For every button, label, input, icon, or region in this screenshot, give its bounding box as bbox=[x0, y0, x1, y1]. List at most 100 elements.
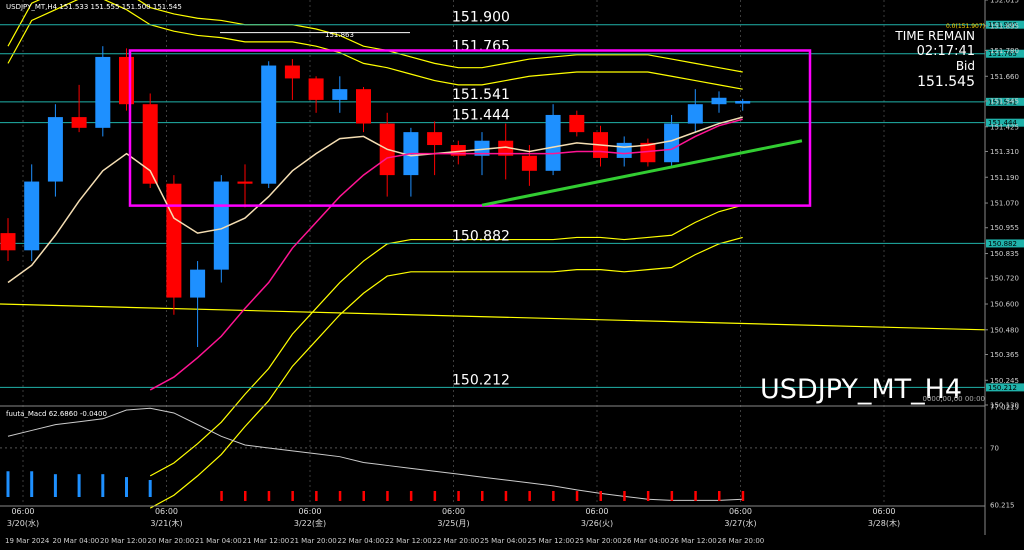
macd-right-label: 0000,00,00 00:00 bbox=[923, 395, 985, 403]
macd-label: fuuta_Macd 62.6860 -0.0400 bbox=[6, 410, 107, 418]
candle-body bbox=[95, 56, 111, 128]
high-mark: 151.863 bbox=[325, 31, 354, 39]
candle-body bbox=[142, 104, 158, 184]
time-tick-label: 25 Mar 12:00 bbox=[528, 537, 575, 545]
time-tick-label: 20 Mar 12:00 bbox=[100, 537, 147, 545]
candle-body bbox=[332, 89, 348, 100]
price-tick-label: 150.365 bbox=[990, 351, 1019, 359]
level-price-box bbox=[986, 49, 1024, 58]
session-time-label: 06:00 bbox=[155, 507, 178, 516]
time-tick-label: 21 Mar 12:00 bbox=[243, 537, 290, 545]
price-tick-label: 151.190 bbox=[990, 174, 1019, 182]
price-tick-label: 150.835 bbox=[990, 250, 1019, 258]
level-price-box bbox=[986, 97, 1024, 106]
candle-body bbox=[521, 155, 537, 171]
session-date-label: 3/20(水) bbox=[7, 518, 39, 528]
level-label: 151.765 bbox=[452, 39, 510, 55]
time-tick-label: 21 Mar 20:00 bbox=[290, 537, 337, 545]
candle-body bbox=[71, 117, 87, 128]
price-tick-label: 151.780 bbox=[990, 47, 1019, 55]
level-label: 151.541 bbox=[452, 87, 510, 103]
candle-body bbox=[190, 269, 206, 298]
level-label: 150.212 bbox=[452, 372, 510, 388]
session-date-label: 3/22(金) bbox=[294, 518, 326, 528]
candle-body bbox=[166, 183, 182, 298]
macd-hist-bar bbox=[315, 491, 318, 501]
price-tick-label: 151.310 bbox=[990, 148, 1019, 156]
level-price-tag: 151.444 bbox=[988, 119, 1017, 127]
time-tick-label: 26 Mar 12:00 bbox=[670, 537, 717, 545]
macd-tick-label: 70 bbox=[990, 444, 999, 452]
candle-body bbox=[0, 233, 16, 251]
macd-hist-bar bbox=[481, 491, 484, 501]
candle-body bbox=[284, 65, 300, 79]
level-price-tag: 151.765 bbox=[988, 50, 1017, 58]
price-tick-label: 150.955 bbox=[990, 224, 1019, 232]
macd-hist-bar bbox=[575, 491, 579, 501]
macd-hist-bar bbox=[148, 480, 152, 497]
session-date-label: 3/25(月) bbox=[437, 519, 469, 528]
time-tick-label: 20 Mar 04:00 bbox=[53, 537, 100, 545]
envelope-upper-line bbox=[7, 0, 743, 73]
candle-body bbox=[498, 140, 514, 156]
candle-body bbox=[24, 181, 40, 251]
candle-body bbox=[450, 145, 466, 156]
candle-body bbox=[664, 123, 680, 163]
candle-body bbox=[640, 142, 656, 163]
level-price-tag: 150.212 bbox=[988, 384, 1017, 392]
level-price-box bbox=[986, 20, 1024, 29]
macd-hist-bar bbox=[433, 491, 437, 501]
time-tick-label: 20 Mar 20:00 bbox=[148, 537, 195, 545]
macd-tick-label: 77.0219 bbox=[990, 404, 1019, 412]
bid-value: 151.545 bbox=[917, 74, 975, 90]
time-tick-label: 25 Mar 20:00 bbox=[575, 537, 622, 545]
session-date-label: 3/27(水) bbox=[724, 518, 756, 528]
level-price-box bbox=[986, 118, 1024, 127]
session-time-label: 06:00 bbox=[872, 507, 895, 516]
candle-body bbox=[427, 132, 443, 146]
long-ma-line bbox=[0, 303, 986, 331]
time-tick-label: 22 Mar 20:00 bbox=[433, 537, 480, 545]
level-label: 151.444 bbox=[452, 108, 510, 124]
candle-body bbox=[213, 181, 229, 270]
time-tick-label: 21 Mar 04:00 bbox=[195, 537, 242, 545]
candle-body bbox=[616, 142, 632, 158]
macd-tick-label: 60.215 bbox=[990, 502, 1015, 510]
candle-body bbox=[47, 117, 63, 182]
time-remain-value: 02:17:41 bbox=[917, 44, 975, 59]
price-tick-label: 151.425 bbox=[990, 123, 1019, 131]
time-tick-label: 22 Mar 12:00 bbox=[385, 537, 432, 545]
time-tick-label: 19 Mar 2024 bbox=[5, 537, 50, 545]
grid-lines bbox=[22, 0, 885, 505]
candle-body bbox=[711, 97, 727, 105]
time-tick-label: 22 Mar 04:00 bbox=[338, 537, 385, 545]
candle-body bbox=[119, 56, 134, 105]
macd-hist-bar bbox=[623, 491, 626, 501]
price-axis: 152.015 151.895 151.780 151.660 151.545 151.4… bbox=[0, 0, 1019, 535]
macd-hist-bar bbox=[77, 474, 81, 497]
session-time-label: 06:00 bbox=[11, 507, 34, 516]
macd-hist-bar bbox=[504, 491, 508, 501]
macd-hist-bar bbox=[291, 491, 294, 501]
price-tick-label: 151.660 bbox=[990, 73, 1019, 81]
macd-hist-bar bbox=[30, 471, 34, 497]
session-time-label: 06:00 bbox=[585, 507, 608, 516]
time-tick-label: 26 Mar 04:00 bbox=[623, 537, 670, 545]
macd-hist-bar bbox=[101, 474, 105, 497]
envelope-lines bbox=[0, 0, 986, 509]
candle-body bbox=[237, 181, 253, 184]
candle-body bbox=[474, 140, 490, 156]
candle-body bbox=[308, 78, 324, 100]
macd-hist-bar bbox=[741, 491, 745, 501]
fib-label: 0.0(151.907) bbox=[946, 23, 985, 30]
envelope-upper-inner-line bbox=[7, 0, 743, 90]
macd-hist-bar bbox=[409, 491, 413, 501]
macd-hist-bar bbox=[646, 491, 650, 501]
price-tick-label: 151.545 bbox=[990, 97, 1019, 105]
level-price-tag: 151.900 bbox=[988, 21, 1017, 29]
candle-body bbox=[735, 100, 751, 104]
time-remain-label: TIME REMAIN bbox=[894, 29, 975, 43]
macd-hist-bar bbox=[599, 491, 602, 501]
candle-body bbox=[687, 104, 703, 124]
